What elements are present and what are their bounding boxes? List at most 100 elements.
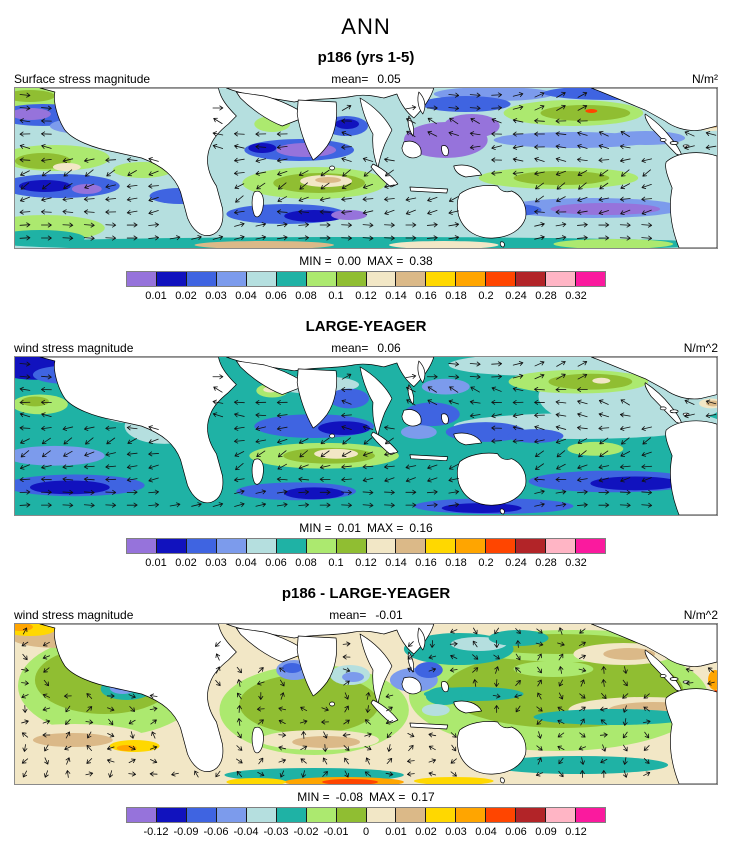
panel1-min-label: MIN = <box>299 254 332 268</box>
colorbar-tick-label: 0.1 <box>328 290 344 302</box>
colorbar-segment <box>456 808 487 822</box>
colorbar-tick-label: 0.14 <box>385 290 407 302</box>
colorbar-segment <box>486 272 517 286</box>
panel1-mean-label: mean= <box>331 72 369 86</box>
map-panel2 <box>15 357 717 515</box>
colorbar-segment <box>186 808 217 822</box>
colorbar-segment <box>516 539 547 553</box>
colorbar-segment <box>186 539 217 553</box>
colorbar-tick-label: 0.28 <box>535 557 557 569</box>
panel1-colorbar-wrap: 0.01 0.02 0.03 0.04 0.06 0.08 0.1 0.12 0.14 0.16 0… <box>126 271 606 305</box>
colorbar-segment <box>366 272 397 286</box>
panel3-mean-label: mean= <box>329 608 367 622</box>
panel3-mean: mean= -0.01 <box>329 608 402 622</box>
colorbar-tick-label: 0.03 <box>205 557 227 569</box>
colorbar-tick-label: -0.01 <box>323 826 349 838</box>
colorbar-segment <box>366 539 397 553</box>
panel3-min-value: -0.08 <box>335 790 363 804</box>
colorbar-segment <box>546 272 577 286</box>
panel3-field-label: wind stress magnitude <box>14 608 134 622</box>
figure: ANN p186 (yrs 1-5) Surface stress magnit… <box>0 14 732 856</box>
colorbar-tick-label: 0.2 <box>478 290 494 302</box>
colorbar-segment <box>156 539 187 553</box>
colorbar-tick-label: 0.2 <box>478 557 494 569</box>
panel3-max-value: 0.17 <box>411 790 435 804</box>
colorbar-segment <box>306 539 337 553</box>
colorbar-segment <box>366 808 397 822</box>
colorbar-segment <box>336 808 367 822</box>
colorbar-segment <box>216 272 247 286</box>
colorbar-tick-label: 0.28 <box>535 290 557 302</box>
colorbar-tick-label: 0.1 <box>328 557 344 569</box>
colorbar-tick-label: -0.09 <box>173 826 199 838</box>
colorbar-tick-label: 0.12 <box>355 557 377 569</box>
colorbar-tick-label: 0.04 <box>235 290 257 302</box>
panel1-mean: mean= 0.05 <box>331 72 400 86</box>
panel3-units: N/m^2 <box>683 608 718 622</box>
colorbar-segment <box>276 539 307 553</box>
colorbar-tick-label: 0.14 <box>385 557 407 569</box>
colorbar-segment <box>306 272 337 286</box>
panel2-colorbar-ticks: 0.01 0.02 0.03 0.04 0.06 0.08 0.1 0.12 0.14 0.16 0… <box>126 557 606 571</box>
panel3-colorbar-ticks: -0.12 -0.09 -0.06 -0.04 -0.03 -0.02 -0.01 0 0.01… <box>126 826 606 840</box>
colorbar-tick-label: 0.01 <box>145 290 167 302</box>
panel2-units: N/m^2 <box>683 341 718 355</box>
panel2-mapbox <box>14 356 718 516</box>
figure-title: ANN <box>341 14 391 39</box>
colorbar-segment <box>546 808 577 822</box>
colorbar-tick-label: 0.09 <box>535 826 557 838</box>
panel1-colorbar-ticks: 0.01 0.02 0.03 0.04 0.06 0.08 0.1 0.12 0.14 0.16 0… <box>126 290 606 304</box>
panel2-max-label: MAX = <box>366 521 404 535</box>
panel3-min-label: MIN = <box>297 790 330 804</box>
panel2-min-value: 0.01 <box>337 521 361 535</box>
colorbar-segment <box>127 808 157 822</box>
map-panel1 <box>15 88 717 248</box>
colorbar-tick-label: 0.03 <box>445 826 467 838</box>
colorbar-tick-label: 0.02 <box>415 826 437 838</box>
colorbar-tick-label: 0.01 <box>385 826 407 838</box>
colorbar-segment <box>276 272 307 286</box>
colorbar-segment <box>156 808 187 822</box>
panel1-units: N/m² <box>692 72 718 86</box>
colorbar-segment <box>396 272 427 286</box>
panel1-colorbar <box>126 271 606 287</box>
colorbar-tick-label: 0.18 <box>445 557 467 569</box>
colorbar-segment <box>246 808 277 822</box>
colorbar-segment <box>576 272 605 286</box>
colorbar-segment <box>396 539 427 553</box>
colorbar-segment <box>516 808 547 822</box>
panel3-header: wind stress magnitude mean= -0.01 N/m^2 <box>14 607 718 622</box>
panel3-title: p186 - LARGE-YEAGER <box>281 585 451 602</box>
colorbar-tick-label: 0.08 <box>295 290 317 302</box>
panel1-mean-value: 0.05 <box>377 72 401 86</box>
panel2-header: wind stress magnitude mean= 0.06 N/m^2 <box>14 340 718 355</box>
colorbar-segment <box>336 539 367 553</box>
colorbar-tick-label: -0.12 <box>143 826 169 838</box>
colorbar-segment <box>216 808 247 822</box>
colorbar-segment <box>426 808 457 822</box>
panel3-max-label: MAX = <box>368 790 406 804</box>
panel1-title: p186 (yrs 1-5) <box>317 49 415 66</box>
colorbar-segment <box>276 808 307 822</box>
colorbar-tick-label: -0.02 <box>293 826 319 838</box>
colorbar-tick-label: 0.24 <box>505 290 527 302</box>
colorbar-segment <box>336 272 367 286</box>
colorbar-tick-label: 0.08 <box>295 557 317 569</box>
colorbar-tick-label: 0.03 <box>205 290 227 302</box>
colorbar-tick-label: -0.06 <box>203 826 229 838</box>
colorbar-segment <box>246 539 277 553</box>
colorbar-tick-label: -0.03 <box>263 826 289 838</box>
panel1-minmax: MIN = 0.00 MAX = 0.38 <box>0 254 732 268</box>
colorbar-segment <box>216 539 247 553</box>
colorbar-segment <box>127 539 157 553</box>
panel2-colorbar-wrap: 0.01 0.02 0.03 0.04 0.06 0.08 0.1 0.12 0.14 0.16 0… <box>126 538 606 572</box>
panel1-field-label: Surface stress magnitude <box>14 72 151 86</box>
colorbar-tick-label: 0.32 <box>565 557 587 569</box>
colorbar-segment <box>156 272 187 286</box>
colorbar-tick-label: 0.12 <box>565 826 587 838</box>
colorbar-tick-label: 0.02 <box>175 557 197 569</box>
colorbar-tick-label: 0.06 <box>265 557 287 569</box>
panel2-minmax: MIN = 0.01 MAX = 0.16 <box>0 521 732 535</box>
panel2-min-label: MIN = <box>299 521 332 535</box>
colorbar-tick-label: 0.32 <box>565 290 587 302</box>
